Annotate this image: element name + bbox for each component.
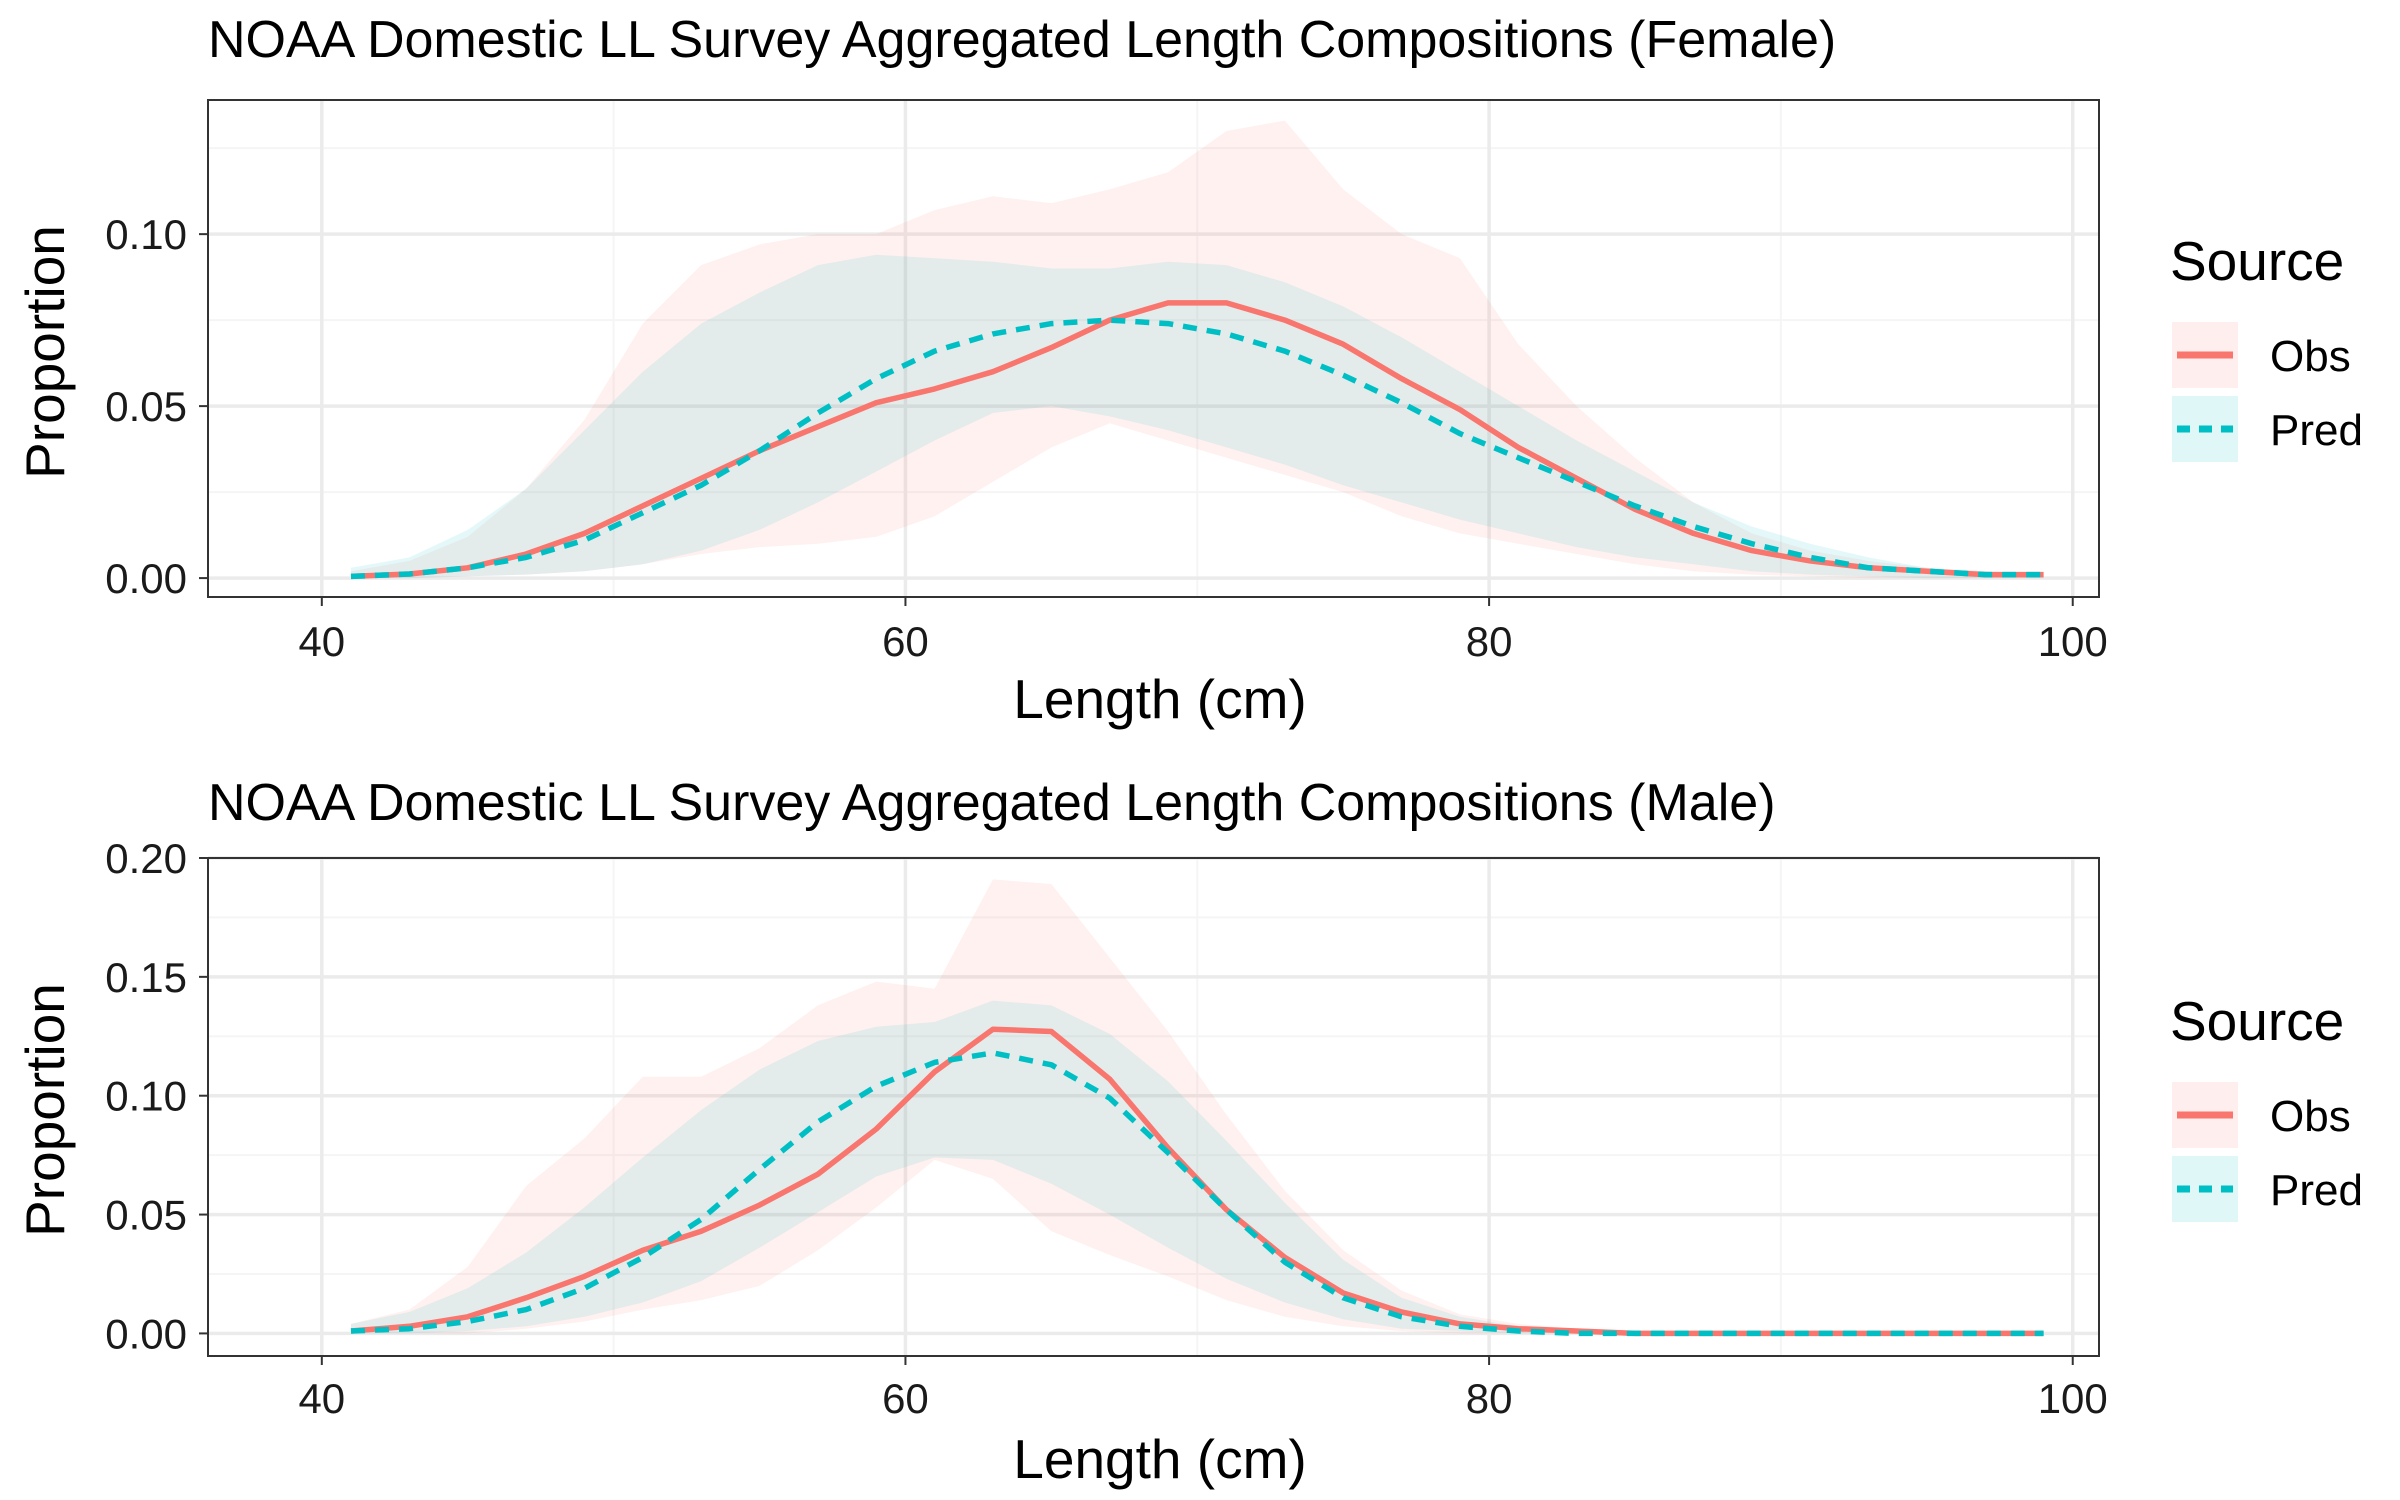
ci-band-pred bbox=[351, 254, 2044, 579]
legend-label-pred: Pred bbox=[2270, 1166, 2363, 1215]
y-tick-label: 0.15 bbox=[105, 954, 187, 1001]
y-ticks: 0.00 0.05 0.10 0.15 0.20 bbox=[105, 835, 208, 1357]
legend-label-pred: Pred bbox=[2270, 406, 2363, 455]
grid bbox=[208, 100, 2099, 597]
ci-band-pred bbox=[351, 1000, 2044, 1334]
y-axis-label: Proportion bbox=[14, 225, 76, 479]
legend-label-obs: Obs bbox=[2270, 1092, 2351, 1141]
x-tick-label: 100 bbox=[2038, 618, 2108, 665]
panel-border bbox=[207, 99, 2100, 598]
legend-title: Source bbox=[2170, 990, 2344, 1052]
y-tick-label: 0.10 bbox=[105, 211, 187, 258]
x-tick-label: 60 bbox=[882, 1375, 929, 1422]
ci-band-obs bbox=[351, 120, 2044, 579]
series-line-pred bbox=[350, 1050, 2044, 1337]
legend-item-pred: Pred bbox=[2172, 1156, 2363, 1222]
series-line-obs bbox=[350, 300, 2044, 580]
legend-title: Source bbox=[2170, 230, 2344, 292]
legend-item-obs: Obs bbox=[2172, 322, 2351, 388]
x-tick-label: 40 bbox=[298, 618, 345, 665]
legend: Source Obs Pred bbox=[2170, 990, 2363, 1222]
legend: Source Obs Pred bbox=[2170, 230, 2363, 462]
x-axis-label: Length (cm) bbox=[1013, 668, 1306, 730]
legend-label-obs: Obs bbox=[2270, 332, 2351, 381]
panel-border bbox=[207, 857, 2100, 1357]
series-lines bbox=[350, 300, 2044, 580]
confidence-bands bbox=[351, 120, 2044, 579]
legend-item-pred: Pred bbox=[2172, 396, 2363, 462]
x-tick-label: 80 bbox=[1466, 618, 1513, 665]
y-axis-label: Proportion bbox=[14, 983, 76, 1237]
confidence-bands bbox=[351, 879, 2044, 1334]
legend-item-obs: Obs bbox=[2172, 1082, 2351, 1148]
y-ticks: 0.00 0.05 0.10 bbox=[105, 211, 208, 602]
chart-title: NOAA Domestic LL Survey Aggregated Lengt… bbox=[208, 774, 1776, 832]
y-tick-label: 0.10 bbox=[105, 1073, 187, 1120]
chart-panel-female: NOAA Domestic LL Survey Aggregated Lengt… bbox=[14, 11, 2363, 730]
x-tick-label: 60 bbox=[882, 618, 929, 665]
x-tick-label: 40 bbox=[298, 1375, 345, 1422]
y-tick-label: 0.20 bbox=[105, 835, 187, 882]
chart-title: NOAA Domestic LL Survey Aggregated Lengt… bbox=[208, 11, 1836, 69]
x-ticks: 40 60 80 100 bbox=[298, 597, 2108, 665]
series-line-pred bbox=[350, 317, 2044, 580]
y-tick-label: 0.00 bbox=[105, 555, 187, 602]
chart-panel-male: NOAA Domestic LL Survey Aggregated Lengt… bbox=[14, 774, 2363, 1490]
y-tick-label: 0.05 bbox=[105, 1192, 187, 1239]
x-tick-label: 80 bbox=[1466, 1375, 1513, 1422]
ci-band-obs bbox=[351, 879, 2044, 1334]
x-axis-label: Length (cm) bbox=[1013, 1428, 1306, 1490]
y-tick-label: 0.05 bbox=[105, 383, 187, 430]
y-tick-label: 0.00 bbox=[105, 1310, 187, 1357]
x-tick-label: 100 bbox=[2038, 1375, 2108, 1422]
series-lines bbox=[350, 1026, 2044, 1337]
x-ticks: 40 60 80 100 bbox=[298, 1356, 2108, 1422]
